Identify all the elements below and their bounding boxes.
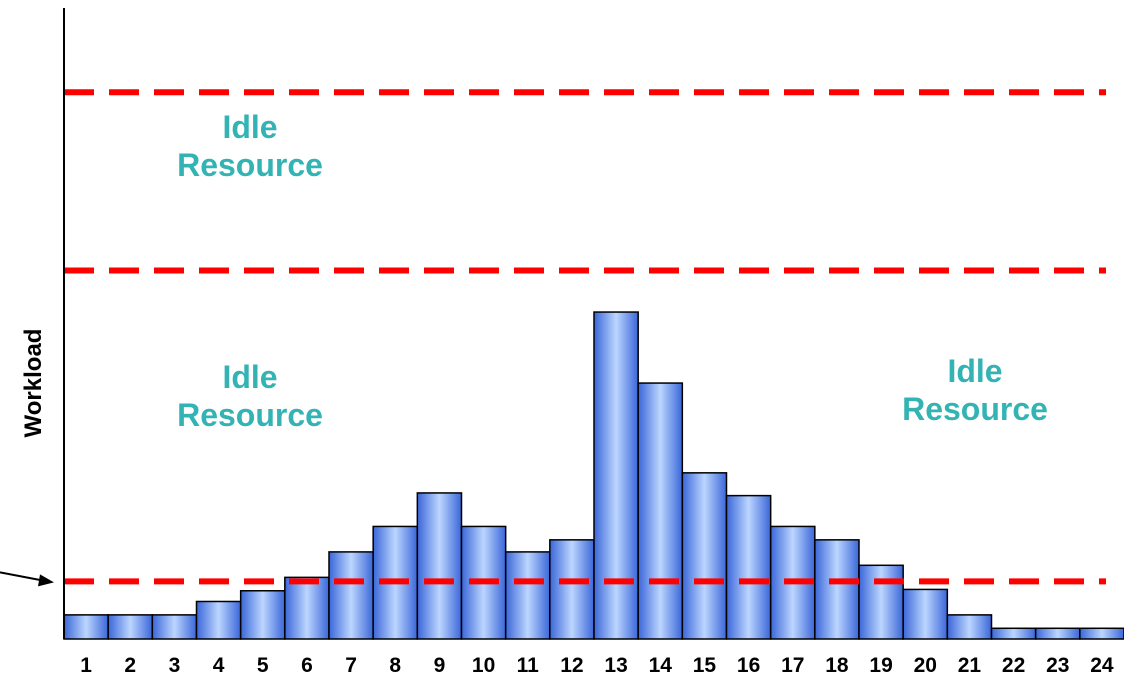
bar-13 bbox=[593, 311, 639, 640]
bar-2 bbox=[107, 614, 154, 640]
x-tick-labels: 1 2 3 4 5 6 7 8 9 10 11 12 13 14 15 16 17 18 19 20 21 22 23 24 bbox=[80, 654, 1114, 677]
idle-resource-label-top: Idle Resource bbox=[158, 108, 342, 184]
x-tick-label-10: 10 bbox=[472, 654, 495, 677]
y-axis-label: Workload bbox=[20, 328, 47, 438]
axes bbox=[0, 8, 65, 639]
idle-label-line1: Idle bbox=[222, 109, 278, 145]
x-tick-label-18: 18 bbox=[825, 654, 849, 677]
x-tick-label-11: 11 bbox=[517, 654, 540, 677]
bar-7 bbox=[328, 551, 374, 640]
bar-14 bbox=[637, 382, 684, 640]
bar-6 bbox=[284, 576, 330, 640]
x-tick-label-23: 23 bbox=[1046, 654, 1069, 677]
x-tick-label-12: 12 bbox=[560, 654, 583, 677]
x-tick-label-9: 9 bbox=[434, 654, 446, 677]
bar-5 bbox=[239, 590, 286, 640]
bar-18 bbox=[814, 539, 860, 640]
bar-22 bbox=[990, 627, 1037, 640]
x-tick-label-1: 1 bbox=[80, 654, 92, 677]
idle-label-line1: Idle bbox=[947, 353, 1003, 389]
bar-23 bbox=[1034, 627, 1081, 640]
bar-19 bbox=[858, 564, 904, 640]
x-tick-label-17: 17 bbox=[781, 654, 804, 677]
x-tick-label-2: 2 bbox=[124, 654, 136, 677]
bar-11 bbox=[504, 551, 551, 640]
pointer-arrow-head bbox=[38, 574, 54, 587]
bar-9 bbox=[416, 492, 463, 640]
bar-16 bbox=[725, 494, 772, 640]
x-tick-label-8: 8 bbox=[389, 654, 401, 677]
pointer-arrow-line bbox=[0, 571, 43, 582]
idle-label-line2: Resource bbox=[902, 391, 1048, 427]
x-tick-label-22: 22 bbox=[1002, 654, 1025, 677]
x-tick-label-24: 24 bbox=[1090, 654, 1114, 677]
bar-4 bbox=[195, 600, 242, 640]
x-tick-label-21: 21 bbox=[958, 654, 982, 677]
idle-resource-label-middle-left: Idle Resource bbox=[158, 358, 342, 434]
idle-label-line2: Resource bbox=[177, 397, 323, 433]
x-tick-label-6: 6 bbox=[301, 654, 313, 677]
reference-lines bbox=[64, 89, 1106, 585]
bar-12 bbox=[549, 539, 595, 640]
x-tick-label-20: 20 bbox=[914, 654, 937, 677]
x-tick-label-5: 5 bbox=[257, 654, 269, 677]
idle-resource-label-middle-right: Idle Resource bbox=[883, 352, 1067, 428]
x-tick-label-3: 3 bbox=[169, 654, 181, 677]
x-tick-label-16: 16 bbox=[737, 654, 760, 677]
idle-label-line1: Idle bbox=[222, 359, 278, 395]
idle-label-line2: Resource bbox=[177, 147, 323, 183]
bars-group bbox=[63, 311, 1124, 640]
x-tick-label-7: 7 bbox=[345, 654, 357, 677]
x-tick-label-14: 14 bbox=[649, 654, 673, 677]
bar-24 bbox=[1079, 627, 1124, 640]
bar-3 bbox=[151, 614, 198, 640]
bar-20 bbox=[902, 588, 949, 640]
bar-15 bbox=[681, 472, 728, 640]
x-tick-label-13: 13 bbox=[604, 654, 627, 677]
x-tick-label-19: 19 bbox=[869, 654, 892, 677]
bar-21 bbox=[946, 614, 993, 640]
x-tick-label-15: 15 bbox=[693, 654, 717, 677]
x-tick-label-4: 4 bbox=[213, 654, 225, 677]
bar-1 bbox=[63, 614, 109, 640]
